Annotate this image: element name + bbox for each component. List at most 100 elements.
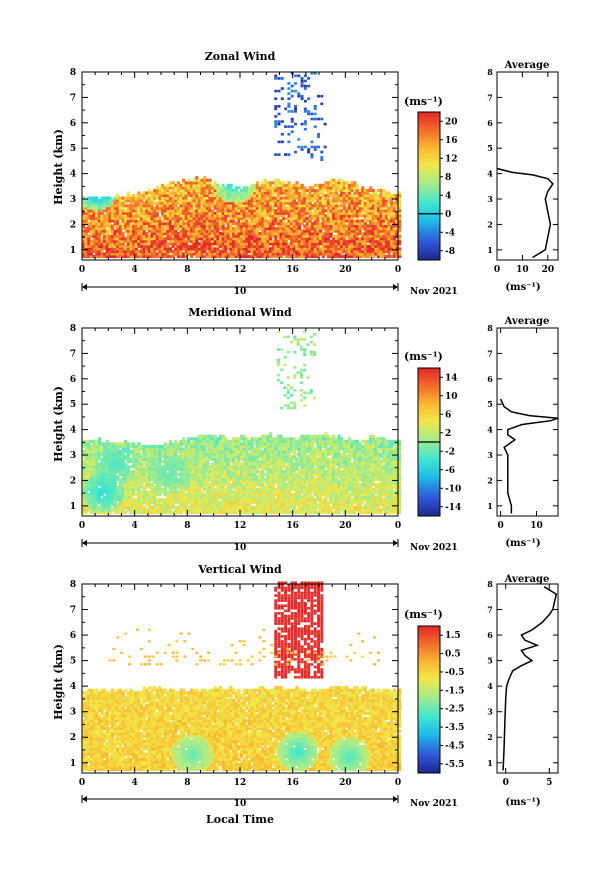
field-cell [121,211,125,215]
field-cell [208,201,212,205]
field-cell [174,188,178,193]
field-cell [187,201,191,205]
field-cell [218,242,223,246]
field-cell [153,254,157,259]
field-cell [142,209,146,213]
field-cell [200,186,204,190]
field-cell [247,221,252,226]
field-cell [163,216,167,220]
field-cell [213,214,217,218]
echo-cell [274,107,278,111]
field-cell [110,211,115,215]
field-cell [82,244,86,248]
field-cell [213,252,217,256]
field-cell [142,216,146,220]
field-cell [205,247,209,251]
field-cell [158,201,162,205]
field-cell [247,201,252,205]
field-cell [234,252,238,256]
field-cell [232,209,236,213]
field-cell [197,229,202,233]
field-cell [213,219,217,223]
field-cell [247,196,252,200]
field-cell [211,219,215,223]
field-cell [153,209,157,213]
field-cell [205,196,209,200]
field-cell [171,232,175,236]
field-cell [255,226,260,231]
field-cell [118,237,123,241]
field-cell [237,249,241,253]
field-cell [121,239,125,243]
field-cell [226,204,231,208]
echo-cell [317,145,321,149]
field-cell [153,224,157,228]
field-cell [158,229,162,233]
field-cell [203,214,207,218]
field-cell [168,219,173,223]
field-cell [97,254,102,259]
field-cell [174,221,178,226]
field-cell [237,254,241,259]
field-cell [229,216,233,220]
field-cell [221,188,225,193]
field-cell [158,204,162,208]
profile-x-tick-label: 10 [516,265,529,275]
field-cell [145,219,149,223]
field-cell [82,196,86,200]
field-cell [189,199,194,203]
field-cell [255,219,260,223]
field-cell [211,234,215,238]
field-cell [158,186,162,190]
echo-cell [300,94,304,98]
field-cell [147,221,152,226]
field-cell [171,214,175,218]
field-cell [110,237,115,241]
field-cell [182,204,186,208]
field-cell [158,221,162,226]
field-cell [105,199,109,203]
field-cell [166,206,170,210]
field-cell [240,229,244,233]
field-cell [113,229,117,233]
field-cell [192,186,196,190]
field-cell [189,196,194,200]
field-cell [218,199,223,203]
field-cell [108,216,112,220]
field-cell [211,211,215,215]
field-cell [95,244,99,248]
field-cell [132,224,136,228]
field-cell [232,201,236,205]
field-cell [237,199,241,203]
field-cell [84,232,88,236]
field-cell [155,234,159,238]
field-cell [166,249,170,253]
field-cell [221,199,225,203]
field-cell [126,196,130,200]
field-cell [161,247,165,251]
field-cell [124,201,128,205]
field-cell [195,226,199,231]
field-cell [161,229,165,233]
field-cell [237,252,241,256]
field-cell [129,232,133,236]
field-cell [155,188,159,193]
field-cell [208,209,212,213]
field-cell [158,188,162,193]
field-cell [218,204,223,208]
field-cell [103,221,107,226]
field-cell [139,219,144,223]
field-cell [84,247,88,251]
field-cell [132,193,136,198]
field-cell [179,252,183,256]
field-cell [155,239,159,243]
echo-cell [300,122,304,126]
field-cell [139,237,144,241]
field-cell [179,216,183,220]
field-cell [155,196,159,200]
field-cell [82,232,86,236]
field-cell [161,196,165,200]
field-cell [145,211,149,215]
echo-cell [293,89,297,93]
echo-cell [300,148,304,151]
